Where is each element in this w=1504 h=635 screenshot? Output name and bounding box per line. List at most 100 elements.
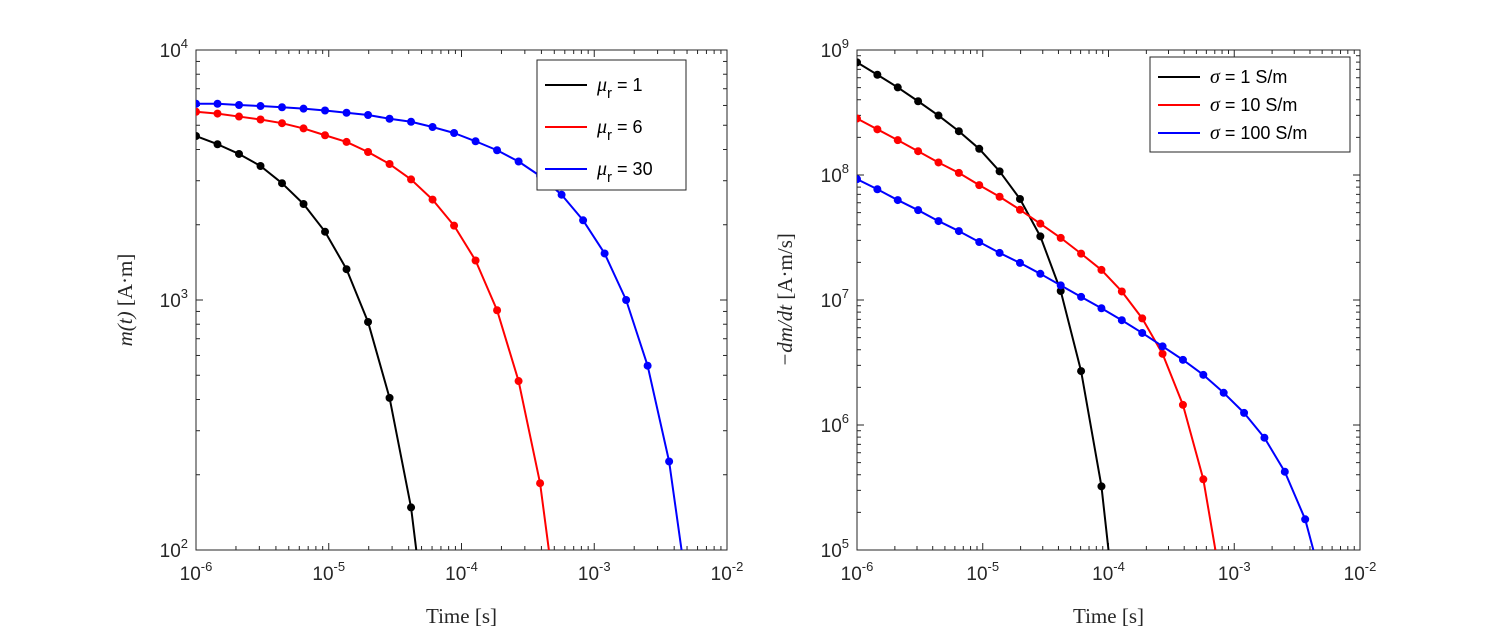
series-line [857, 61, 1110, 550]
tick-exponent: -3 [599, 559, 611, 574]
data-point [407, 117, 416, 126]
data-point [1056, 281, 1065, 290]
legend-symbol: μ [596, 116, 607, 138]
data-point [1178, 355, 1187, 364]
data-point [934, 111, 943, 120]
data-point [1280, 467, 1289, 476]
data-point [857, 58, 861, 67]
data-point [278, 103, 287, 112]
tick-base: 10 [841, 564, 862, 585]
tick-base: 10 [445, 564, 466, 585]
series-line [196, 135, 418, 550]
series-1 [196, 132, 418, 550]
data-point [278, 179, 287, 188]
axis-ticks [856, 50, 1360, 551]
data-point [975, 144, 984, 153]
data-point [213, 109, 222, 118]
data-point [1015, 258, 1024, 267]
tick-exponent: -4 [466, 559, 478, 574]
tick-base: 10 [966, 564, 987, 585]
series-3 [857, 175, 1315, 550]
y-tick-label: 102 [160, 536, 188, 562]
tick-base: 10 [1344, 564, 1365, 585]
data-point [643, 361, 652, 370]
data-point [1158, 342, 1167, 351]
data-point [299, 104, 308, 113]
tick-exponent: 3 [181, 286, 188, 301]
data-point [256, 102, 265, 111]
data-point [321, 227, 330, 236]
tick-base: 10 [821, 541, 842, 562]
data-point [321, 106, 330, 115]
data-point [213, 99, 222, 108]
x-tick-label: 10-6 [841, 559, 874, 585]
x-tick-label: 10-4 [445, 559, 478, 585]
data-point [995, 192, 1004, 201]
data-point [514, 157, 523, 166]
data-point [299, 124, 308, 133]
x-tick-label: 10-3 [578, 559, 611, 585]
data-point [1178, 400, 1187, 409]
data-point [873, 185, 882, 194]
data-point [557, 190, 566, 199]
data-point [364, 111, 373, 120]
tick-base: 10 [1092, 564, 1113, 585]
tick-exponent: 4 [181, 36, 188, 51]
data-point [857, 175, 861, 184]
x-axis-label: Time [s] [426, 604, 497, 628]
data-point [995, 167, 1004, 176]
y-tick-label: 104 [160, 36, 188, 62]
data-point [196, 99, 200, 108]
tick-base: 10 [821, 41, 842, 62]
tick-exponent: 9 [842, 36, 849, 51]
data-point [954, 127, 963, 136]
data-point [1117, 287, 1126, 296]
data-point [1199, 370, 1208, 379]
axes-frame [856, 49, 1361, 551]
data-point [995, 248, 1004, 257]
data-point [914, 97, 923, 106]
data-point [235, 112, 244, 121]
legend-symbol: σ [1210, 66, 1221, 88]
data-point [1301, 515, 1310, 524]
series-line [857, 117, 1217, 550]
data-point [893, 83, 902, 92]
data-point [1260, 433, 1269, 442]
data-point [471, 137, 480, 146]
data-point [385, 114, 394, 123]
tick-exponent: -6 [201, 559, 213, 574]
data-point [321, 131, 330, 140]
legend-entry: σ = 1 S/m [1210, 66, 1287, 88]
data-point [385, 393, 394, 402]
series-line [857, 178, 1315, 550]
data-point [196, 132, 200, 140]
data-point [1117, 316, 1126, 325]
legend-symbol: μ [596, 74, 607, 96]
data-point [1036, 219, 1045, 228]
legend-symbol: μ [596, 158, 607, 180]
tick-base: 10 [160, 291, 181, 312]
data-point [857, 114, 861, 123]
x-tick-label: 10-4 [1092, 559, 1125, 585]
x-tick-label: 10-5 [312, 559, 345, 585]
data-point [954, 168, 963, 177]
tick-exponent: 5 [842, 536, 849, 551]
data-point [536, 479, 545, 488]
x-axis-label: Time [s] [1073, 604, 1144, 628]
tick-base: 10 [711, 564, 732, 585]
data-point [1219, 388, 1228, 397]
legend-entry: μr = 1 [596, 74, 643, 102]
tick-exponent: -5 [988, 559, 1000, 574]
legend-symbol: σ [1210, 94, 1221, 116]
legend-text: = 1 [612, 75, 643, 95]
y-axis-label-symbol: m(t) [113, 306, 137, 346]
data-point [934, 217, 943, 226]
data-point [1077, 249, 1086, 258]
data-point [1240, 408, 1249, 417]
data-point [1158, 349, 1167, 358]
data-point [1036, 232, 1045, 241]
data-point [493, 146, 502, 155]
data-point [364, 317, 373, 326]
